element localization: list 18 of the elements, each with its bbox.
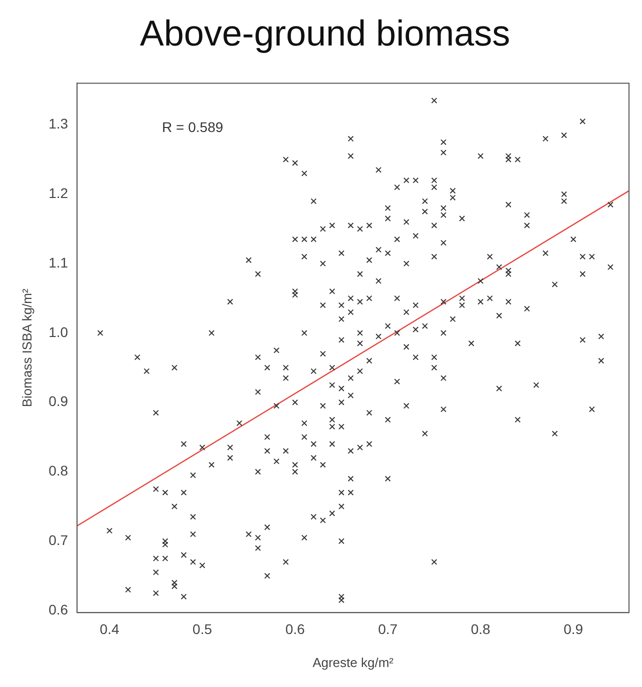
annotation: R = 0.589	[162, 119, 224, 136]
x-tick-label: 0.7	[378, 620, 398, 637]
y-tick-label: 1.2	[48, 185, 68, 202]
y-tick-label: 0.6	[48, 601, 68, 618]
y-tick-label: 0.9	[48, 393, 68, 410]
y-tick-label: 0.7	[48, 532, 68, 548]
x-axis-title: Agreste kg/m²	[312, 654, 394, 670]
x-tick-label: 0.8	[470, 620, 491, 637]
x-tick-label: 0.4	[100, 620, 120, 637]
x-tick-label: 0.9	[564, 620, 584, 637]
x-tick-label: 0.6	[285, 620, 305, 637]
y-tick-label: 1.3	[48, 116, 68, 132]
chart-title: Above-ground biomass	[140, 12, 510, 54]
x-tick-label: 0.5	[192, 620, 212, 637]
y-tick-label: 1.1	[48, 254, 68, 270]
y-tick-label: 0.8	[48, 462, 68, 479]
y-axis-title: Biomass ISBA kg/m²	[19, 288, 34, 408]
y-tick-label: 1.0	[48, 324, 68, 340]
